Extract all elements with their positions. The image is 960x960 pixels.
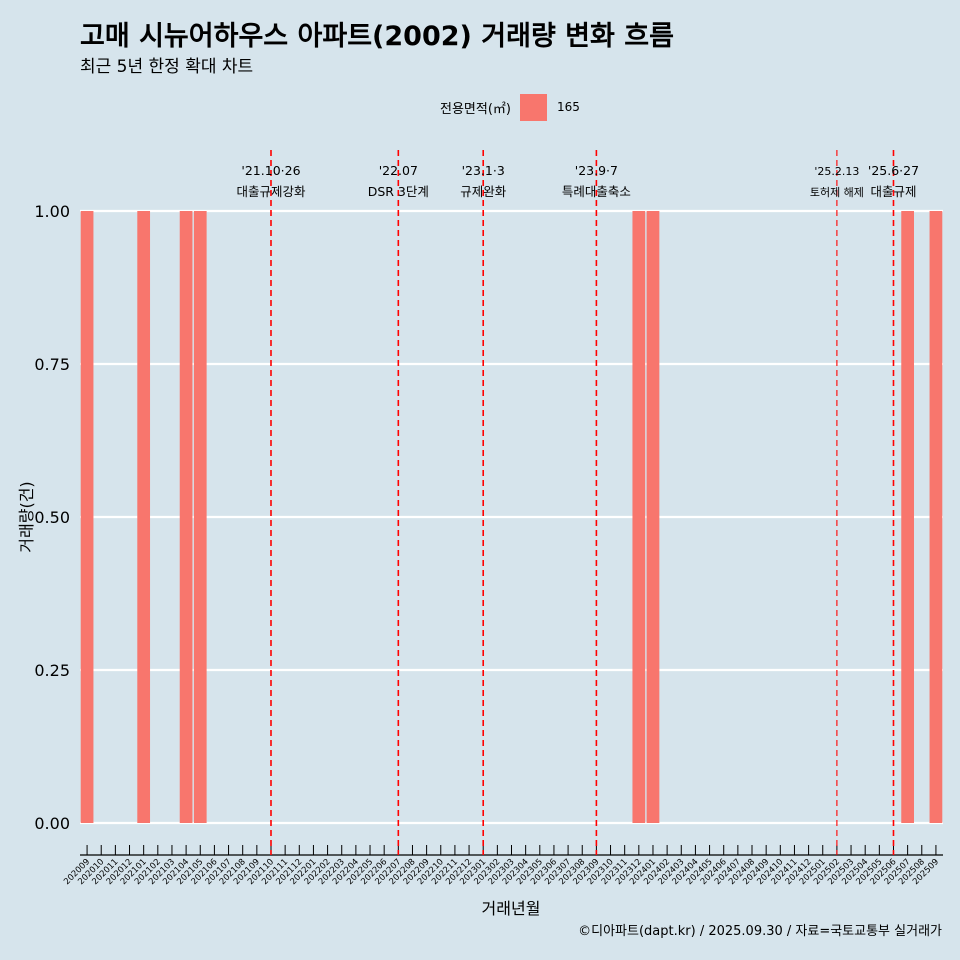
annotation-date: '25.6·27	[868, 163, 919, 178]
y-tick-label: 0.00	[34, 814, 70, 833]
annotation-date: '22.07	[379, 163, 418, 178]
annotation-label: 토허제 해제	[810, 185, 864, 199]
annotation-label: 특례대출축소	[562, 184, 631, 199]
bar	[137, 211, 150, 823]
source-caption: ©디아파트(dapt.kr) / 2025.09.30 / 자료=국토교통부 실…	[578, 920, 942, 939]
y-tick-label: 0.25	[34, 661, 70, 680]
bar	[930, 211, 943, 823]
y-axis-title: 거래량(건)	[17, 481, 36, 552]
y-tick-label: 0.50	[34, 508, 70, 527]
annotation-date: '23.9·7	[575, 163, 618, 178]
bar	[194, 211, 207, 823]
bar	[81, 211, 94, 823]
y-tick-label: 0.75	[34, 355, 70, 374]
annotation-label: 대출규제	[870, 184, 916, 199]
annotation-label: 규제완화	[460, 184, 507, 199]
bar	[632, 211, 645, 823]
chart-canvas: 0.000.250.500.751.0020200920201020201120…	[0, 0, 960, 960]
annotation-date: '23.1·3	[462, 163, 505, 178]
annotation-date: '25.2.13	[814, 165, 859, 178]
bar	[901, 211, 914, 823]
bar	[180, 211, 193, 823]
y-tick-label: 1.00	[34, 202, 70, 221]
annotation-label: 대출규제강화	[236, 184, 306, 199]
bar	[647, 211, 660, 823]
annotation-date: '21.10·26	[241, 163, 300, 178]
x-axis-title: 거래년월	[482, 899, 541, 918]
annotation-label: DSR 3단계	[368, 184, 429, 199]
